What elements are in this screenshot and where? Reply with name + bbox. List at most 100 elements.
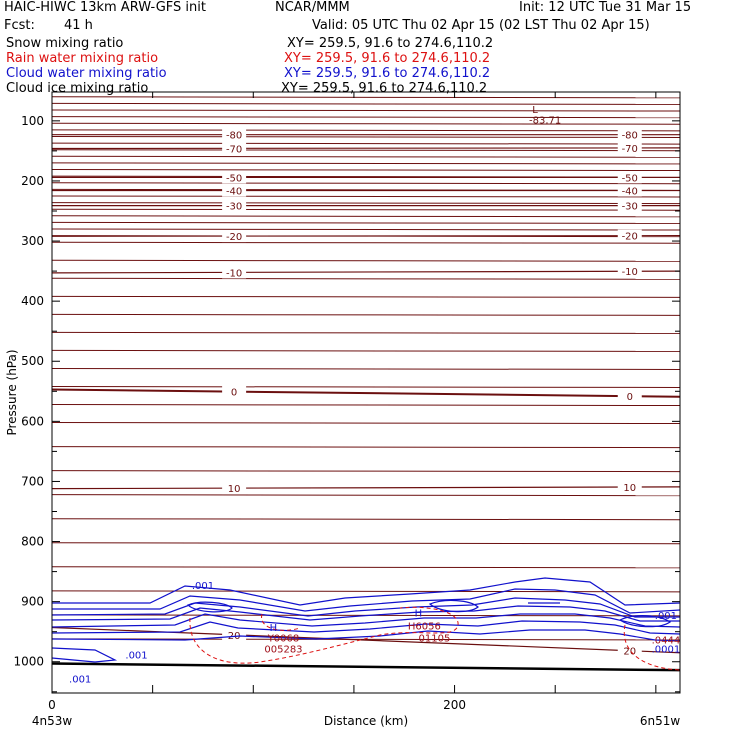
cloud-water-contours [51,577,681,663]
contour-label-right: -70 [622,144,638,155]
rain-water-contours [189,606,681,671]
temperature-contour [51,295,681,298]
temperature-contour [51,169,681,172]
contour-label-bg [222,385,247,398]
x-axis-label: Distance (km) [324,714,408,728]
field-xy-snow: XY= 259.5, 91.6 to 274.6,110.2 [287,36,494,51]
temperature-contour [51,331,681,334]
x-tick-label: 0 [48,698,56,712]
isotherm-0 [51,388,681,398]
annotation-label: .001 [69,675,91,686]
contour-label-bg [617,229,642,242]
contour-label-right: 10 [623,483,636,494]
cloud-water-contour [51,597,680,618]
contour-label-bg [617,390,642,403]
contour-label-right: 0 [627,392,633,403]
isotherm--70 [51,147,681,150]
annotation-label: H [270,623,278,634]
temperature-contour [51,422,681,425]
cloud-water-contour [51,629,681,642]
temperature-contour [51,259,681,262]
y-tick-label: 400 [21,294,44,308]
temperature-contour [51,202,681,205]
right-endpoint-label: 6n51w [640,714,681,728]
temperature-contour [51,590,681,593]
isotherm-10 [51,486,681,490]
field-name-rain: Rain water mixing ratio [6,51,159,66]
temperature-contour [51,638,681,641]
y-tick-label: 900 [21,595,44,609]
annotation-label: -83.71 [529,116,561,127]
contour-label-left: -80 [226,131,242,142]
cloud-water-contour [51,613,681,628]
contour-label-bg [617,171,642,184]
temperature-contour [51,518,681,521]
temperature-contour [51,102,681,105]
contour-label-bg [617,265,642,278]
temperature-contour [51,385,681,388]
contour-label-bg [222,628,247,641]
annotation-label: .0444 [652,636,681,647]
field-name-snow: Snow mixing ratio [6,36,124,51]
temperature-contour [51,149,681,152]
temperature-contour [51,313,681,316]
temperature-contour [51,195,681,198]
chart-title: HAIC-HIWC 13km ARW-GFS init [4,0,206,15]
temperature-contour [51,542,681,545]
temperature-contour [51,470,681,473]
y-tick-label: 200 [21,174,44,188]
contour-label-right: 20 [623,647,636,658]
temperature-contour [51,404,681,407]
contour-label-bg [617,199,642,212]
temperature-contour [51,96,681,99]
contour-label-bg [617,141,642,154]
temperature-contour [51,215,681,218]
forecast-value: 41 h [64,18,93,33]
temperature-contour [51,221,681,224]
cloud-water-contour [51,647,118,663]
contour-label-left: -10 [226,268,242,279]
contour-label-right: -30 [622,202,638,213]
contour-label-bg [222,128,247,141]
temperature-contour [51,566,681,569]
field-xy-cloud-water: XY= 259.5, 91.6 to 274.6,110.2 [284,66,491,81]
contour-label-bg [222,142,247,155]
contour-label-right: -20 [622,232,638,243]
cloud-water-contour [51,605,680,622]
contour-label-left: -70 [226,144,242,155]
annotation-label: 01105 [419,634,451,645]
temperature-contour [51,182,681,185]
annotation-label: L [532,105,538,116]
organization-label: NCAR/MMM [275,0,350,15]
contour-label-right: -50 [622,173,638,184]
contour-label-left: -20 [226,232,242,243]
temperature-contour [51,116,681,119]
temperature-contour [51,208,681,211]
cloud-water-contour [52,577,681,606]
temperature-contour [51,446,681,449]
contour-label-bg [222,266,247,279]
annotation-label: Y0068 [267,634,300,645]
rain-water-contour [623,624,681,671]
valid-time: Valid: 05 UTC Thu 02 Apr 15 (02 LST Thu … [312,18,650,33]
y-tick-label: 700 [21,474,44,488]
y-tick-label: 600 [21,414,44,428]
cloud-water-contour [51,620,681,635]
cloud-water-contour [428,599,479,613]
annotation-label: H6056 [408,622,441,633]
contour-label-right: -10 [622,267,638,278]
contour-label-left: -50 [226,173,242,184]
contour-label-bg [222,199,247,212]
rain-water-contour [261,613,301,631]
contour-label-bg [617,481,642,494]
y-tick-label: 500 [21,354,44,368]
temperature-contour [51,142,681,145]
cloud-water-contour [618,615,672,628]
temperature-contour [51,494,681,497]
temperature-contour [51,162,681,165]
field-xy-rain: XY= 259.5, 91.6 to 274.6,110.2 [284,51,491,66]
contour-label-bg [617,128,642,141]
y-tick-label: 1000 [13,655,44,669]
